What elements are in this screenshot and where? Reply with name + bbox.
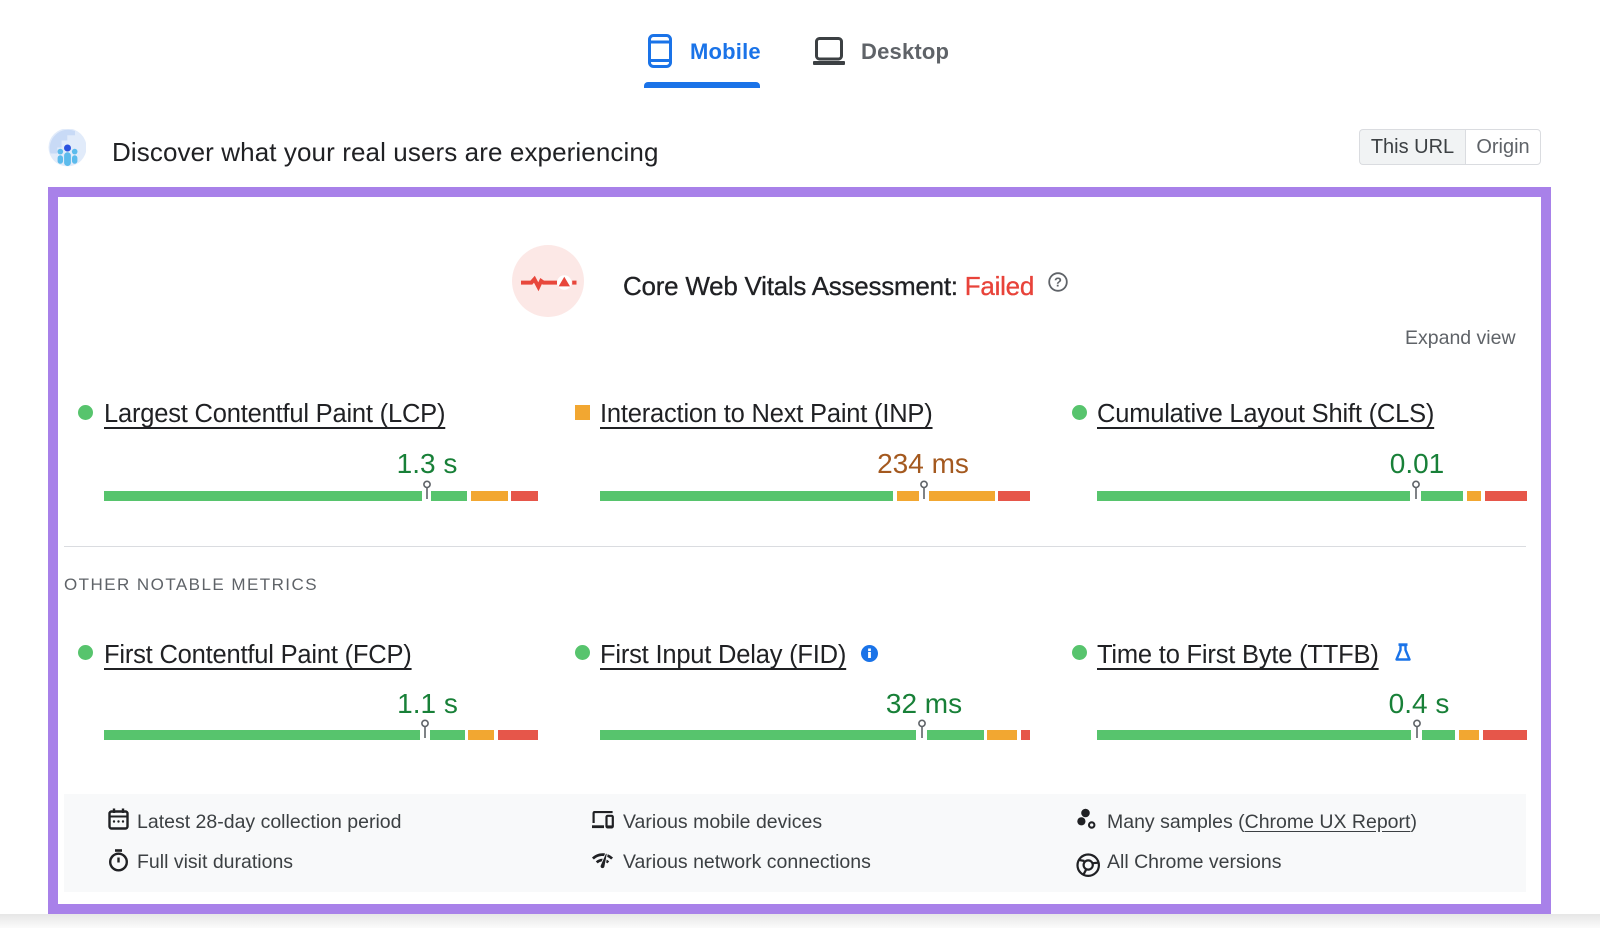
svg-text:?: ? (1054, 275, 1062, 290)
